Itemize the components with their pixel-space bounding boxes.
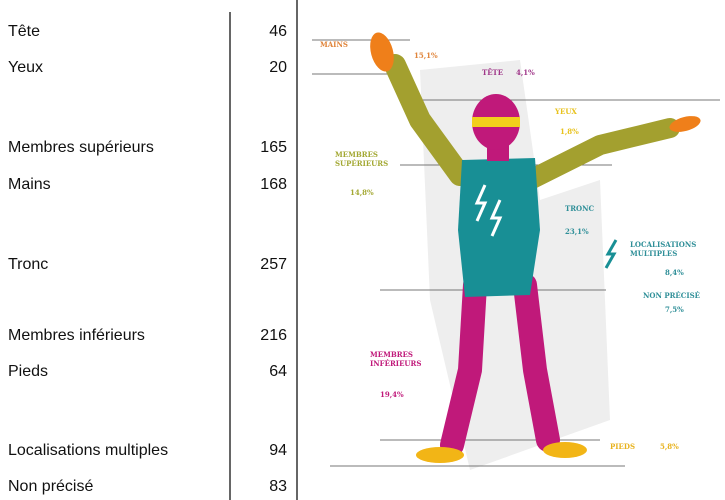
part-name: LOCALISATIONS	[630, 240, 696, 249]
page: MAINS15,1%TÊTE4,1%YEUX1,8%MEMBRESSUPÉRIE…	[0, 0, 725, 500]
part-percent: 15,1%	[414, 51, 438, 60]
part-name: MEMBRES	[335, 150, 378, 159]
part-percent: 14,8%	[350, 188, 374, 197]
row-label: Tête	[8, 23, 40, 40]
part-name: SUPÉRIEURS	[335, 159, 388, 168]
part-name: INFÉRIEURS	[370, 359, 421, 368]
row-label: Membres inférieurs	[8, 327, 145, 344]
part-percent: 7,5%	[665, 305, 684, 314]
part-name: TÊTE	[482, 68, 503, 77]
row-label: Pieds	[8, 363, 48, 380]
row-label: Mains	[8, 176, 51, 193]
row-value: 94	[269, 442, 287, 459]
part-percent: 19,4%	[380, 390, 404, 399]
row-value: 46	[269, 23, 287, 40]
row-value: 168	[260, 176, 287, 193]
row-label: Yeux	[8, 59, 43, 76]
part-name: MEMBRES	[370, 350, 413, 359]
part-name: MULTIPLES	[630, 249, 677, 258]
row-value: 257	[260, 256, 287, 273]
row-label: Membres supérieurs	[8, 139, 154, 156]
part-percent: 1,8%	[560, 127, 579, 136]
part-name: TRONC	[565, 204, 595, 213]
part-name: PIEDS	[610, 442, 635, 451]
row-value: 20	[269, 59, 287, 76]
row-label: Localisations multiples	[8, 442, 168, 459]
part-percent: 23,1%	[565, 227, 589, 236]
part-name: YEUX	[554, 107, 577, 116]
row-value: 64	[269, 363, 287, 380]
row-value: 83	[269, 478, 287, 495]
part-percent: 5,8%	[660, 442, 679, 451]
part-percent: 4,1%	[516, 68, 535, 77]
part-percent: 8,4%	[665, 268, 684, 277]
row-label: Tronc	[8, 256, 48, 273]
row-label: Non précisé	[8, 478, 93, 495]
table: Tête 46 Yeux 20 Membres supérieurs 165 Mains 16…	[8, 23, 287, 495]
part-name: MAINS	[320, 40, 348, 49]
row-value: 165	[260, 139, 287, 156]
row-value: 216	[260, 327, 287, 344]
part-name: NON PRÉCISÉ	[643, 291, 700, 300]
